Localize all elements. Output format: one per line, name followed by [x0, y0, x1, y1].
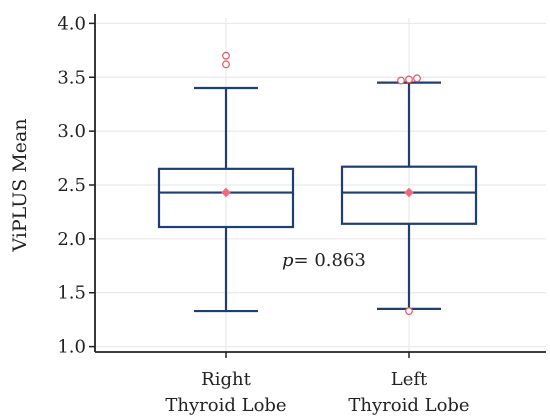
x-tick-label-line1: Left [391, 369, 428, 390]
p-value-symbol: p [282, 250, 294, 271]
p-value-text: = 0.863 [294, 250, 366, 271]
y-tick-label: 3.5 [57, 67, 86, 88]
x-tick-label-line1: Right [201, 369, 251, 390]
x-tick-label-line2: Thyroid Lobe [348, 395, 469, 416]
box-layer [157, 51, 478, 315]
y-tick-label: 3.0 [57, 121, 86, 142]
outlier-point [222, 60, 230, 69]
grid-layer [95, 18, 546, 352]
outlier-point [413, 74, 421, 83]
y-axis-label: ViPLUS Mean [9, 118, 31, 252]
outlier-point [405, 307, 413, 315]
x-tick-label-line2: Thyroid Lobe [165, 395, 286, 416]
p-value-annotation: p= 0.863 [282, 250, 366, 271]
outlier-point [405, 75, 413, 84]
y-tick-label: 1.0 [57, 337, 86, 358]
y-tick-label: 2.5 [57, 175, 86, 196]
iqr-box [157, 167, 295, 229]
iqr-box [340, 165, 478, 225]
outlier-point [397, 76, 405, 85]
box-group [340, 74, 478, 315]
mean-marker [404, 187, 414, 198]
y-tick-label: 4.0 [57, 13, 86, 34]
outlier-point [222, 51, 230, 60]
y-tick-label: 2.0 [57, 229, 86, 250]
box-group [157, 51, 295, 313]
x-axis: Right Thyroid Lobe Left Thyroid Lobe [95, 351, 546, 416]
y-tick-label: 1.5 [57, 283, 86, 304]
mean-marker [221, 187, 231, 198]
y-axis: 1.0 1.5 2.0 2.5 3.0 3.5 4.0 [57, 13, 96, 358]
